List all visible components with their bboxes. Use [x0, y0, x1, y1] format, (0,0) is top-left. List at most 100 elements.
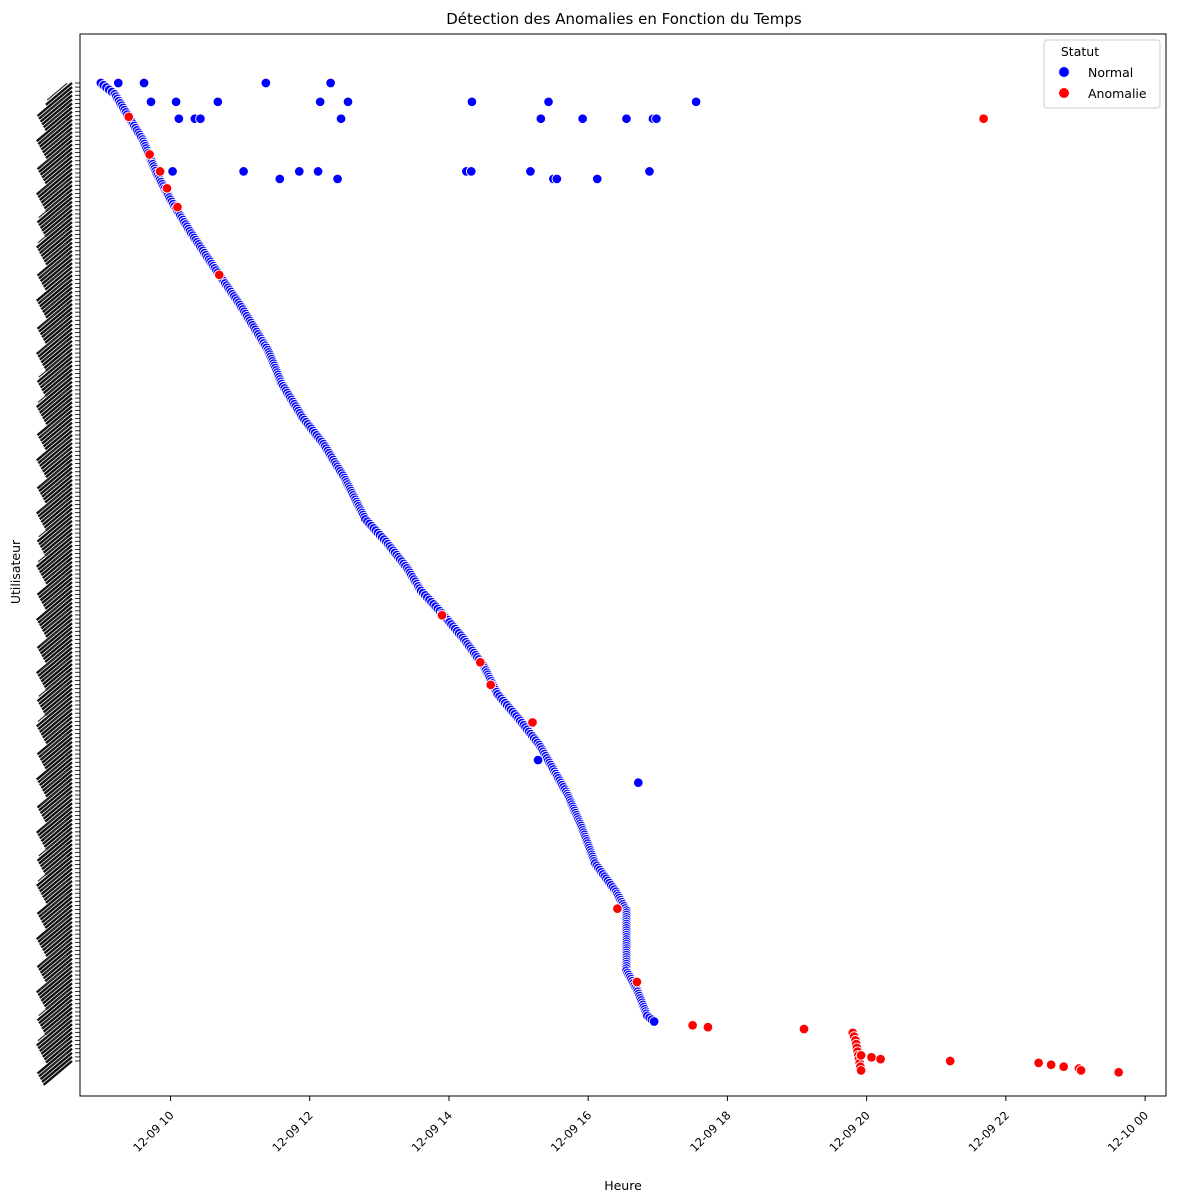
y-tick-label-glyph	[44, 425, 73, 451]
y-tick-label-glyph	[40, 388, 73, 417]
y-tick-label-glyph	[39, 466, 73, 495]
data-point-anomalie	[798, 1023, 810, 1035]
y-tick-label-glyph	[41, 417, 73, 445]
y-tick-label-glyph	[42, 847, 73, 873]
y-tick-label-glyph	[35, 536, 73, 568]
y-tick-label-glyph	[44, 904, 73, 929]
y-tick-label-glyph	[40, 123, 73, 151]
y-tick-label-glyph	[40, 601, 73, 630]
y-tick-label-glyph	[39, 147, 73, 176]
y-tick-label-glyph	[45, 929, 68, 949]
y-tick-label-glyph	[39, 757, 73, 787]
y-tick-label-glyph	[39, 278, 73, 308]
y-tick-label-glyph	[40, 758, 68, 781]
y-tick-label-glyph	[37, 221, 73, 252]
y-tick-label-glyph	[39, 168, 68, 193]
y-tick-label-glyph	[45, 933, 73, 957]
y-tick-label-glyph	[43, 290, 73, 316]
y-tick-label-glyph	[40, 119, 68, 143]
y-tick-label-glyph	[39, 413, 73, 442]
y-tick-label-glyph	[45, 720, 73, 745]
y-tick-label-glyph	[43, 340, 68, 361]
y-tick-label-glyph	[46, 426, 68, 445]
y-tick-label-glyph	[38, 675, 73, 705]
data-point-normal	[314, 96, 326, 108]
y-tick-label-glyph	[43, 343, 73, 369]
y-tick-label-glyph	[35, 429, 73, 462]
y-tick-label-glyph	[42, 1006, 73, 1033]
y-tick-label-glyph	[42, 474, 73, 501]
data-point-normal	[551, 173, 563, 185]
y-tick-label-glyph	[38, 352, 68, 378]
data-point-anomalie	[144, 149, 155, 160]
y-tick-label-glyph	[42, 315, 73, 341]
y-axis-label: Utilisateur	[8, 539, 23, 604]
data-point-normal	[312, 166, 324, 177]
y-tick-label-glyph	[46, 561, 68, 580]
y-tick-label-glyph	[45, 291, 68, 311]
data-point-normal	[532, 754, 544, 766]
data-point-anomalie	[612, 903, 623, 914]
y-tick-label-glyph	[36, 724, 73, 756]
y-tick-label-glyph	[39, 810, 73, 840]
data-point-normal	[195, 113, 206, 124]
y-tick-label-glyph	[46, 880, 68, 899]
y-tick-label-glyph	[42, 180, 73, 207]
y-tick-label-glyph	[36, 86, 73, 117]
y-tick-label-glyph	[43, 131, 73, 157]
data-point-normal	[212, 96, 224, 108]
y-tick-label-glyph	[37, 377, 68, 403]
y-tick-label-glyph	[37, 327, 73, 358]
y-tick-label-glyph	[42, 389, 68, 412]
data-point-anomalie	[944, 1055, 956, 1067]
y-tick-label-glyph	[38, 994, 73, 1025]
y-tick-label-glyph	[36, 511, 73, 543]
y-tick-label-glyph	[45, 773, 73, 798]
y-tick-label-glyph	[42, 155, 73, 182]
y-tick-label-glyph	[38, 303, 73, 333]
y-tick-label-glyph	[37, 1019, 73, 1050]
y-tick-label-glyph	[42, 818, 73, 845]
y-tick-label-glyph	[46, 267, 68, 286]
y-tick-label-glyph	[44, 638, 73, 663]
y-tick-label-glyph	[40, 917, 68, 941]
y-tick-label-glyph	[41, 258, 73, 285]
data-point-anomalie	[213, 269, 225, 281]
y-tick-label-glyph	[44, 266, 73, 291]
data-point-anomalie	[123, 111, 134, 123]
y-tick-label-glyph	[43, 822, 73, 848]
y-tick-label-glyph	[45, 614, 73, 638]
y-tick-label-glyph	[35, 270, 73, 302]
y-tick-label-glyph	[42, 844, 68, 865]
data-point-normal	[465, 166, 477, 177]
y-tick-label-glyph	[46, 905, 68, 924]
legend: Statut Normal Anomalie	[1043, 39, 1161, 109]
y-tick-label-glyph	[44, 316, 68, 336]
y-tick-label-glyph	[43, 609, 73, 635]
data-point-anomalie	[631, 976, 643, 988]
y-tick-label-glyph	[39, 303, 68, 328]
y-tick-label-glyph	[35, 855, 73, 887]
y-tick-label-glyph	[40, 229, 73, 257]
y-tick-label-glyph	[44, 794, 68, 815]
y-tick-label-glyph	[37, 168, 73, 199]
y-tick-label-glyph	[42, 1028, 68, 1050]
y-tick-label-glyph	[37, 699, 73, 731]
data-point-normal	[525, 166, 536, 177]
y-tick-label-glyph	[46, 107, 68, 126]
data-point-normal	[113, 77, 124, 89]
y-tick-label-glyph	[38, 941, 73, 971]
y-tick-label-glyph	[42, 659, 73, 686]
y-tick-label-glyph	[35, 376, 73, 409]
data-point-normal	[690, 96, 702, 108]
y-tick-label-glyph	[40, 548, 73, 577]
y-tick-label-glyph	[42, 684, 68, 706]
y-tick-label-glyph	[41, 364, 73, 392]
y-tick-label-glyph	[39, 488, 68, 513]
data-point-normal	[543, 96, 554, 108]
y-tick-label-glyph	[36, 990, 73, 1022]
y-tick-label-glyph	[41, 1052, 68, 1075]
data-point-normal	[260, 77, 272, 89]
y-tick-label-glyph	[41, 736, 73, 764]
